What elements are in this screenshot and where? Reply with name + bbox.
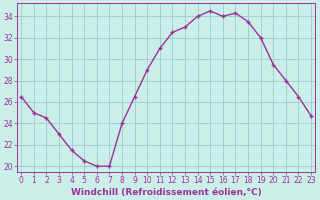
- X-axis label: Windchill (Refroidissement éolien,°C): Windchill (Refroidissement éolien,°C): [71, 188, 261, 197]
